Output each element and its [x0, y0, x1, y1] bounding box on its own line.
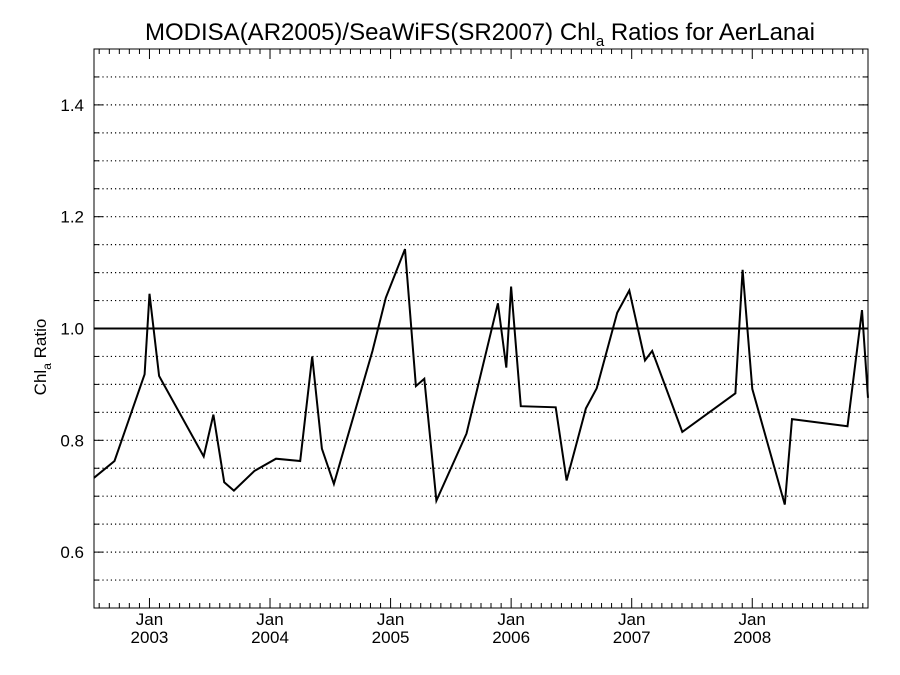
y-tick-label: 0.8	[60, 431, 84, 450]
y-tick-label: 1.2	[60, 208, 84, 227]
x-tick-year-label: 2006	[492, 628, 530, 647]
y-axis-label: Chla Ratio	[31, 319, 54, 396]
x-tick-year-label: 2005	[372, 628, 410, 647]
x-tick-month-label: Jan	[618, 610, 645, 629]
x-tick-year-label: 2004	[251, 628, 289, 647]
y-tick-label: 1.0	[60, 320, 84, 339]
x-tick-month-label: Jan	[377, 610, 404, 629]
series-line-chl-ratio	[93, 248, 869, 505]
x-tick-year-label: 2008	[733, 628, 771, 647]
y-tick-label: 1.4	[60, 96, 84, 115]
y-tick-labels: 0.6 0.8 1.0 1.2 1.4	[60, 96, 84, 562]
gridlines	[94, 76, 868, 581]
x-tick-month-label: Jan	[497, 610, 524, 629]
chart-title: MODISA(AR2005)/SeaWiFS(SR2007) Chla Rati…	[145, 19, 815, 50]
x-tick-month-label: Jan	[136, 610, 163, 629]
axis-ticks	[94, 49, 868, 608]
x-tick-month-label: Jan	[256, 610, 283, 629]
x-tick-year-label: 2003	[131, 628, 169, 647]
x-tick-year-label: 2007	[613, 628, 651, 647]
x-tick-labels: Jan2003Jan2004Jan2005Jan2006Jan2007Jan20…	[131, 610, 772, 647]
x-tick-month-label: Jan	[739, 610, 766, 629]
y-tick-label: 0.6	[60, 543, 84, 562]
